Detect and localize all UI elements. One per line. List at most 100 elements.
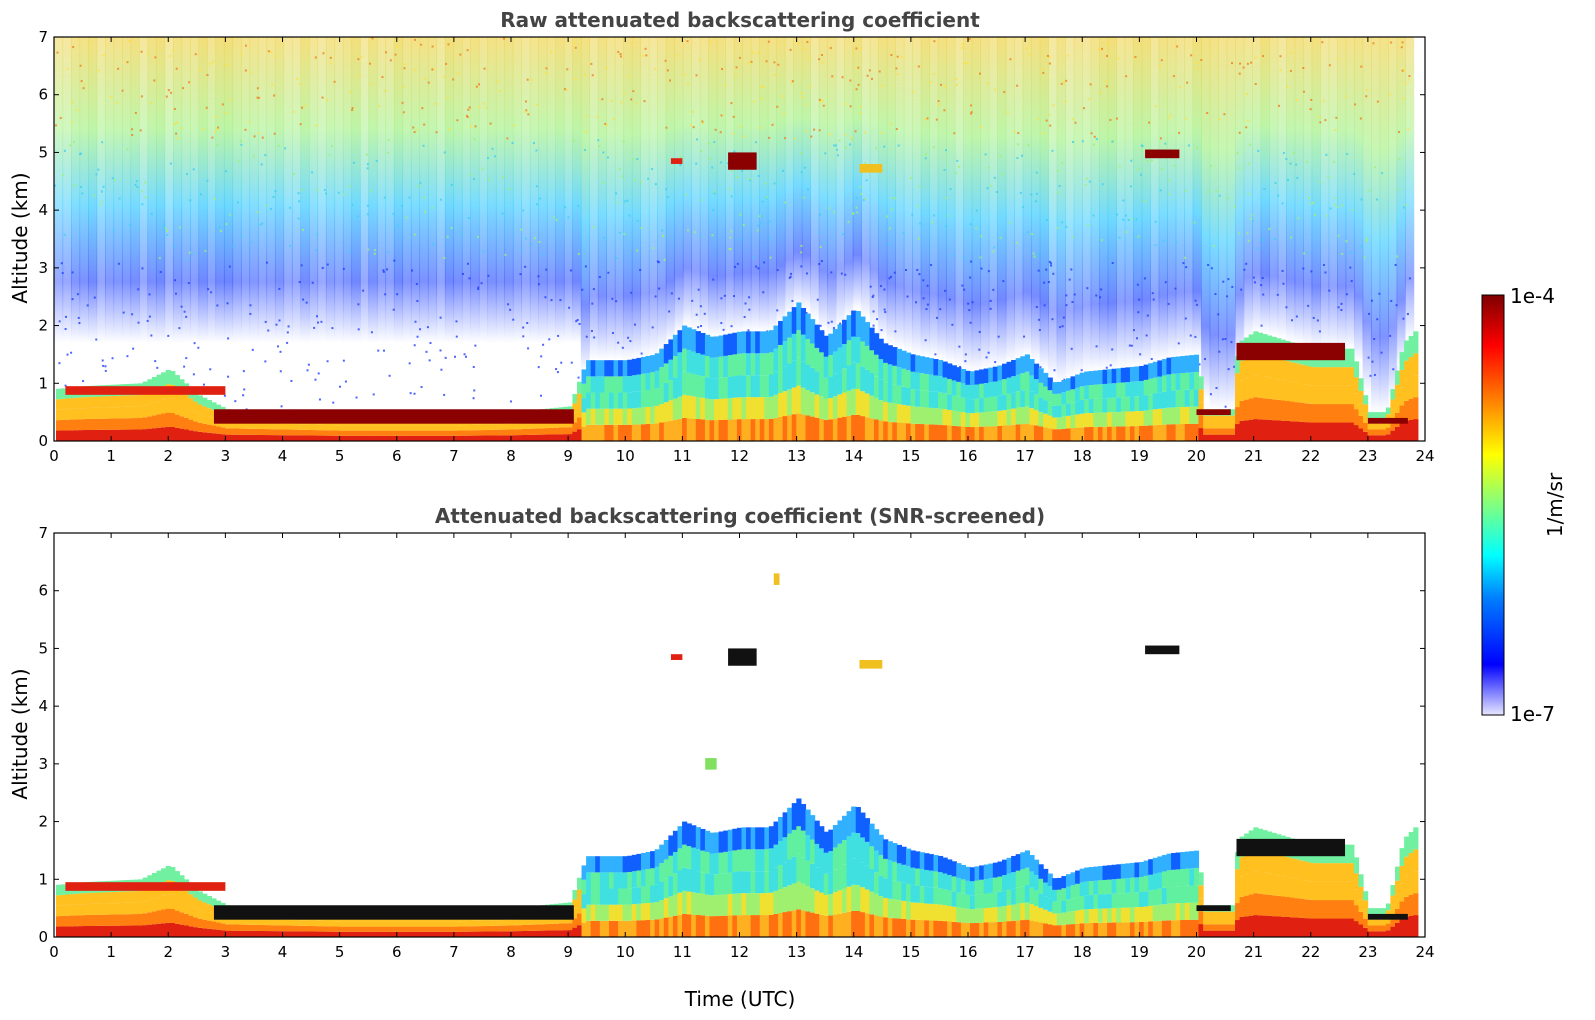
backscatter-cell — [444, 430, 450, 436]
noise-speckle — [111, 177, 114, 180]
backscatter-cell — [1399, 369, 1405, 388]
backscatter-cell — [791, 307, 797, 334]
backscatter-cell — [837, 417, 843, 441]
backscatter-cell — [206, 408, 212, 417]
backscatter-cell — [517, 931, 523, 937]
backscatter-cell — [110, 407, 116, 419]
backscatter-cell — [942, 361, 948, 378]
noise-speckle — [178, 327, 181, 330]
noise-speckle — [843, 134, 846, 137]
noise-speckle — [522, 335, 525, 338]
backscatter-cell — [764, 353, 770, 376]
noise-speckle — [79, 64, 82, 67]
noise-speckle — [855, 197, 858, 200]
backscatter-cell — [490, 424, 496, 430]
backscatter-cell — [133, 891, 139, 903]
backscatter-cell — [147, 391, 153, 404]
noise-speckle — [555, 219, 558, 222]
noise-speckle — [1226, 295, 1229, 298]
backscatter-cell — [604, 872, 610, 889]
noise-speckle — [1154, 244, 1157, 247]
backscatter-cell — [97, 925, 103, 937]
noise-speckle — [1062, 316, 1065, 319]
backscatter-cell — [860, 316, 866, 342]
noise-speckle — [616, 201, 619, 204]
backscatter-cell — [1038, 368, 1044, 383]
backscatter-cell — [810, 863, 816, 889]
backscatter-cell — [1308, 403, 1314, 423]
backscatter-cell — [1276, 916, 1282, 937]
backscatter-cell — [1075, 401, 1081, 415]
backscatter-cell — [563, 923, 569, 931]
noise-speckle — [714, 128, 717, 131]
backscatter-cell — [252, 422, 258, 429]
backscatter-cell — [549, 923, 555, 931]
backscatter-cell — [727, 376, 733, 399]
noise-column — [801, 37, 811, 309]
noise-speckle — [597, 139, 600, 142]
noise-speckle — [1161, 168, 1164, 171]
noise-speckle — [154, 360, 157, 363]
backscatter-cell — [997, 921, 1003, 937]
noise-speckle — [733, 295, 736, 298]
backscatter-cell — [206, 400, 212, 409]
noise-speckle — [959, 365, 962, 368]
backscatter-cell — [874, 850, 880, 873]
backscatter-cell — [1308, 366, 1314, 386]
noise-speckle — [1031, 232, 1034, 235]
backscatter-cell — [773, 844, 779, 868]
backscatter-cell — [1047, 377, 1053, 391]
backscatter-cell — [115, 925, 121, 937]
backscatter-cell — [759, 915, 765, 937]
noise-speckle — [1403, 68, 1406, 71]
noise-speckle — [924, 157, 927, 160]
backscatter-cell — [759, 353, 765, 376]
noise-speckle — [1158, 64, 1161, 67]
backscatter-cell — [604, 920, 610, 937]
noise-speckle — [527, 113, 530, 116]
noise-speckle — [765, 60, 768, 63]
backscatter-cell — [115, 903, 121, 915]
backscatter-cell — [279, 429, 286, 436]
noise-speckle — [566, 68, 569, 71]
noise-speckle — [855, 47, 858, 50]
backscatter-cell — [1276, 895, 1282, 917]
backscatter-cell — [636, 407, 642, 425]
noise-speckle — [487, 274, 490, 277]
backscatter-cell — [736, 375, 743, 398]
noise-column — [929, 37, 939, 359]
backscatter-cell — [572, 899, 578, 909]
noise-speckle — [314, 378, 317, 381]
noise-speckle — [452, 78, 455, 81]
backscatter-cell — [499, 429, 505, 436]
backscatter-cell — [572, 422, 578, 432]
noise-speckle — [413, 392, 416, 395]
noise-speckle — [752, 256, 755, 259]
noise-speckle — [697, 326, 700, 329]
backscatter-cell — [1093, 880, 1099, 895]
backscatter-cell — [1193, 919, 1200, 937]
backscatter-cell — [631, 391, 637, 409]
backscatter-cell — [284, 925, 290, 932]
backscatter-cell — [60, 926, 66, 937]
backscatter-cell — [1276, 399, 1282, 421]
noise-speckle — [549, 50, 552, 53]
backscatter-cell — [677, 352, 683, 375]
backscatter-cell — [1207, 930, 1213, 937]
backscatter-cell — [814, 867, 820, 891]
noise-speckle — [298, 281, 301, 284]
noise-speckle — [964, 353, 967, 356]
backscatter-cell — [960, 426, 967, 441]
backscatter-cell — [901, 386, 907, 405]
backscatter-cell — [147, 875, 153, 888]
backscatter-cell — [640, 424, 647, 441]
backscatter-cell — [1011, 392, 1017, 409]
elevated-layer — [1196, 409, 1231, 416]
backscatter-cell — [1203, 434, 1209, 441]
backscatter-cell — [663, 382, 669, 403]
noise-speckle — [1033, 255, 1036, 258]
noise-speckle — [264, 320, 267, 323]
backscatter-cell — [1340, 367, 1346, 386]
backscatter-cell — [133, 429, 139, 441]
noise-speckle — [1209, 393, 1212, 396]
